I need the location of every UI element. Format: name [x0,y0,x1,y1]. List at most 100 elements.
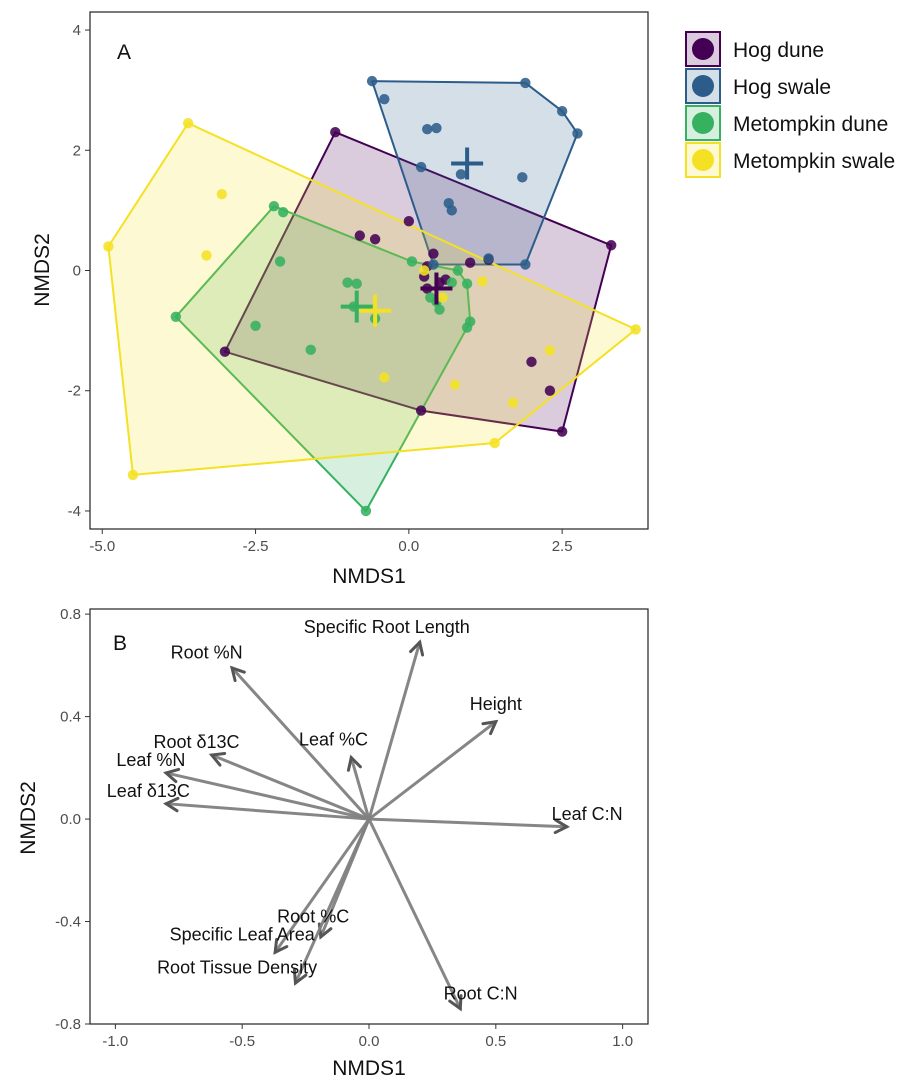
metompkin-dune-point [351,278,362,289]
panel-b-vector-labels: Specific Root Length Root %N Height Leaf %C… [107,617,623,1003]
vector-label-height: Height [470,694,522,714]
metompkin-dune-point [342,277,353,288]
vector-root-13c [208,752,371,821]
vector-label-specific-leaf-area: Specific Leaf Area [170,924,316,944]
y-tick-label: 0.4 [60,709,81,726]
hog-swale-point [379,93,390,105]
metompkin-swale-point [489,437,500,449]
metompkin-swale-point [216,188,228,200]
metompkin-dune-point [250,320,261,332]
legend-label-metompkin-swale: Metompkin swale [733,150,895,173]
panel-a-axes: -5.0 -2.5 0.0 2.5 -4 -2 0 2 4 [68,22,573,555]
panel-a-frame [89,11,649,530]
y-tick-label: -2 [68,383,81,400]
hog-swale-point [366,75,378,87]
vector-label-root-tissue-density: Root Tissue Density [157,958,317,978]
hog-dune-point [544,385,556,396]
vector-label-leaf-c-n: Leaf C:N [552,804,623,824]
panel-b-x-axis-title: NMDS1 [332,1057,406,1080]
y-tick-label: -0.4 [55,914,81,931]
hog-dune-centroid [420,272,453,305]
legend-swatch-hog-swale [692,75,714,97]
hog-dune-point [219,346,231,357]
legend-item-metompkin-dune: Metompkin dune [685,105,888,141]
metompkin-dune-point [406,256,418,267]
panel-a-centroids [340,147,484,327]
vector-label-leaf-13c: Leaf δ13C [107,781,190,801]
hog-swale-point [415,161,427,173]
hog-swale-point [455,169,467,180]
vector-label-root-n: Root %N [171,643,243,663]
legend-item-hog-dune: Hog dune [685,31,824,67]
legend-item-metompkin-swale: Metompkin swale [685,142,895,178]
x-tick-label: -1.0 [102,1033,128,1050]
vector-specific-root-length [367,639,425,821]
hog-dune-point [330,127,341,138]
x-tick-label: -0.5 [229,1033,255,1050]
legend-item-hog-swale: Hog swale [685,68,831,104]
panel-a-nmds-scatter: -5.0 -2.5 0.0 2.5 -4 -2 0 2 4 A NMDS1 NMDS2 Hog … [31,11,895,588]
vector-label-root-c-n: Root C:N [444,983,518,1003]
hog-dune-point [403,216,415,227]
y-tick-label: 0 [73,263,81,280]
metompkin-swale-point [418,265,430,276]
x-tick-label: -5.0 [89,538,115,555]
y-tick-label: 2 [73,142,81,159]
vector-leaf-13c [162,796,371,821]
metompkin-dune-point [268,200,280,212]
vector-label-root-c: Root %C [277,906,349,926]
metompkin-swale-point [182,118,194,129]
legend-swatch-metompkin-dune [692,112,714,134]
metompkin-dune-point [452,265,464,276]
metompkin-dune-point [461,278,473,289]
vector-root-n [229,665,371,821]
hog-swale-point [428,259,439,270]
metompkin-dune-point [464,316,476,327]
vector-leaf-c-n [367,817,570,835]
y-tick-label: -4 [68,503,81,520]
hog-dune-point [354,230,366,241]
legend: Hog dune Hog swale Metompkin dune Metompkin… [685,31,895,178]
metompkin-dune-point [305,344,316,356]
vector-root-tissue-density [292,817,371,986]
hog-dune-point [415,405,427,416]
vector-root-c-n [367,817,463,1012]
vector-height [367,719,499,821]
panel-a-hulls [107,80,637,512]
hog-dune-point [369,234,381,245]
y-tick-label: 0.8 [60,606,81,623]
metompkin-dune-centroid [340,290,373,323]
panel-b-trait-vectors: Specific Root Length Root %N Height Leaf %C… [17,606,649,1080]
y-tick-label: -0.8 [55,1016,81,1033]
hog-swale-point [556,105,568,117]
hog-swale-point [431,122,442,134]
x-tick-label: -2.5 [243,538,269,555]
hog-dune-point [428,248,439,259]
metompkin-swale-hull [107,122,637,476]
legend-key-hog-dune [685,31,721,67]
vector-label-leaf-n: Leaf %N [116,750,185,770]
hog-dune-hull [223,131,613,433]
x-tick-label: 0.5 [485,1033,506,1050]
metompkin-dune-point [360,505,372,517]
vector-label-specific-root-length: Specific Root Length [304,617,470,637]
hog-dune-point [606,240,617,251]
metompkin-swale-point [507,397,519,408]
legend-swatch-metompkin-swale [692,149,714,171]
panel-b-arrows [162,639,570,1012]
panel-b-label: B [113,632,127,655]
metompkin-swale-point [103,241,114,252]
legend-label-hog-dune: Hog dune [733,39,824,62]
x-tick-label: 2.5 [552,538,573,555]
x-tick-label: 0.0 [398,538,419,555]
vector-specific-leaf-area [273,817,371,955]
y-tick-label: 0.0 [60,811,81,828]
vector-leaf-n [163,767,371,821]
hog-dune-point [526,356,537,368]
panel-b-axes: -1.0 -0.5 0.0 0.5 1.0 -0.8 -0.4 0.0 0.4 0.8 [55,606,633,1050]
x-tick-label: 0.0 [359,1033,380,1050]
metompkin-swale-point [437,292,448,303]
metompkin-swale-point [630,324,641,335]
metompkin-dune-point [446,277,457,288]
